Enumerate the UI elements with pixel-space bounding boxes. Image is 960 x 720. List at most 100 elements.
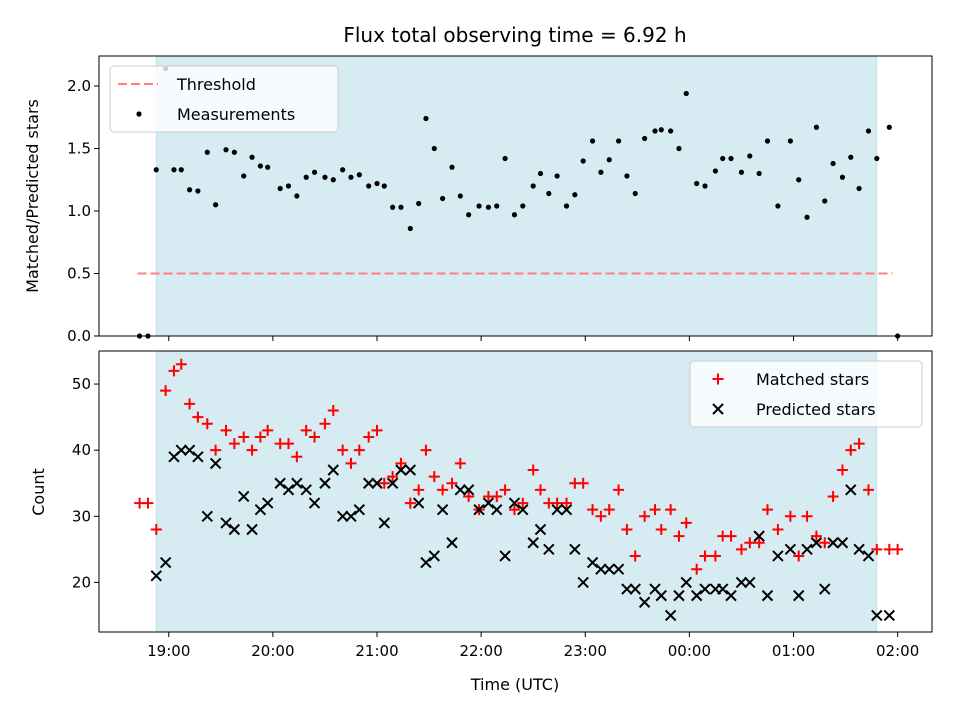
predicted-star-point — [577, 576, 589, 589]
predicted-star-point — [508, 497, 521, 509]
matched-star-point — [413, 484, 425, 496]
predicted-star-point — [551, 503, 563, 516]
matched-star-point — [744, 537, 756, 549]
measurement-point — [712, 168, 719, 174]
predicted-star-point — [159, 556, 172, 569]
predicted-star-point — [595, 563, 607, 575]
predicted-star-point — [862, 550, 875, 562]
measurement-point — [241, 173, 247, 179]
predicted-star-point — [717, 583, 729, 595]
predicted-star-point — [871, 609, 883, 622]
y-tick-label: 2.0 — [67, 77, 91, 95]
matched-star-point — [309, 431, 321, 443]
measurement-point — [537, 170, 544, 177]
measurement-point — [886, 124, 892, 130]
matched-star-point — [639, 510, 651, 522]
predicted-star-point — [274, 477, 286, 489]
measurement-point — [652, 128, 658, 134]
matched-star-point — [404, 497, 416, 509]
predicted-star-point — [404, 464, 417, 476]
matched-star-point — [819, 537, 831, 549]
measurement-point — [848, 154, 854, 160]
measurement-point — [747, 153, 753, 159]
measurement-point — [178, 167, 184, 173]
measurement-point — [874, 155, 880, 162]
measurement-point — [466, 212, 472, 218]
measurement-point — [186, 187, 193, 193]
measurement-point — [546, 190, 552, 197]
matched-star-point — [753, 537, 765, 549]
measurement-point — [764, 138, 771, 144]
bottom-axes-frame — [98, 350, 933, 633]
y-tick-label: 30 — [72, 507, 91, 525]
measurement-point — [563, 203, 570, 209]
measurement-point — [476, 203, 482, 209]
measurement-point — [381, 183, 387, 189]
measurement-point — [615, 138, 622, 144]
predicted-star-point — [883, 609, 896, 622]
top-y-axis-label: Matched/Predicted stars — [23, 99, 42, 293]
measurement-point — [231, 149, 237, 155]
predicted-star-point — [228, 523, 241, 536]
measurement-point — [796, 177, 802, 183]
x-tick-label: 22:00 — [460, 642, 503, 660]
matched-star-point — [836, 464, 848, 476]
matched-star-point — [517, 497, 529, 509]
predicted-star-point — [473, 503, 485, 516]
predicted-star-point — [725, 589, 737, 602]
legend-predicted-label: Predicted stars — [756, 400, 876, 419]
measurement-point — [431, 145, 437, 152]
predicted-star-point — [499, 550, 511, 562]
matched-star-point — [735, 543, 747, 555]
matched-star-point — [853, 438, 865, 450]
matched-star-point — [327, 405, 339, 417]
legend-matched-swatch — [712, 373, 724, 385]
matched-star-point — [603, 504, 615, 516]
measurement-point — [720, 155, 726, 162]
x-tick-label: 19:00 — [147, 642, 190, 660]
measurement-point — [624, 173, 630, 179]
matched-star-point — [595, 510, 607, 522]
measurement-point — [204, 149, 210, 155]
matched-star-point — [210, 444, 222, 456]
predicted-star-point — [192, 451, 204, 463]
matched-star-point — [613, 484, 625, 496]
matched-star-point — [300, 424, 312, 436]
predicted-star-point — [446, 537, 458, 549]
measurement-point — [423, 115, 429, 122]
measurement-point — [822, 198, 828, 204]
predicted-star-point — [680, 576, 692, 589]
y-tick-label: 50 — [72, 375, 91, 393]
measurement-point — [702, 183, 708, 189]
measurement-point — [676, 145, 682, 152]
predicted-star-point — [436, 503, 449, 516]
matched-star-point — [649, 504, 661, 516]
measurement-point — [572, 192, 578, 198]
top-axes-frame — [98, 55, 933, 337]
bottom-y-axis-label: Count — [29, 468, 48, 516]
measurement-point — [398, 204, 404, 210]
measurement-point — [340, 167, 346, 173]
predicted-star-point — [386, 477, 399, 489]
matched-star-point — [254, 431, 266, 443]
measurement-point — [322, 174, 328, 180]
legend-measurement-swatch — [136, 111, 142, 117]
measurement-point — [598, 169, 604, 175]
matched-star-point — [793, 550, 805, 562]
measurement-points — [137, 65, 901, 339]
measurement-point — [153, 167, 159, 173]
measurement-point — [520, 203, 526, 209]
matched-star-point — [175, 358, 187, 370]
matched-star-point — [319, 418, 331, 430]
y-tick-label: 0.0 — [67, 327, 91, 345]
matched-star-point — [691, 563, 703, 575]
matched-star-point — [395, 457, 407, 469]
measurement-point — [416, 200, 422, 207]
matched-star-point — [784, 510, 796, 522]
legend-predicted-swatch — [712, 403, 724, 415]
matched-star-point — [629, 550, 641, 562]
predicted-star-point — [220, 517, 232, 529]
matched-star-point — [220, 424, 232, 436]
measurement-point — [511, 212, 518, 218]
